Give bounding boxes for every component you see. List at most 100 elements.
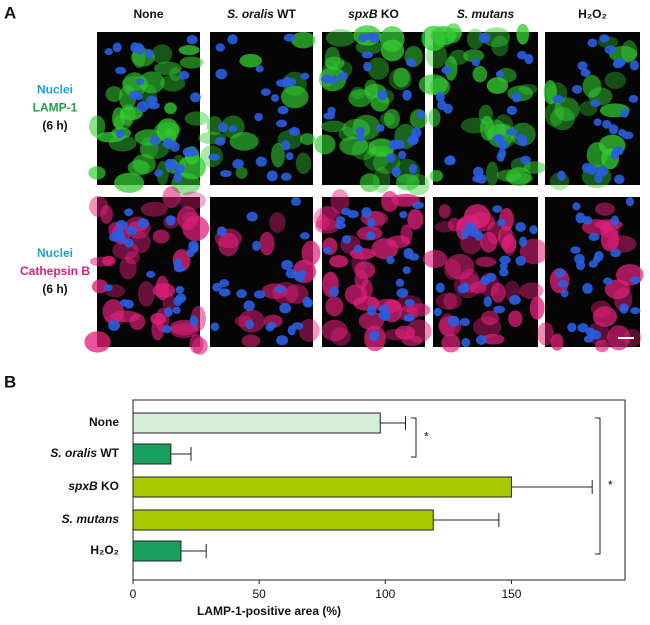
nucleus xyxy=(149,135,161,146)
nucleus xyxy=(353,244,363,254)
nucleus xyxy=(529,225,538,235)
nucleus xyxy=(506,128,518,136)
cytoplasm xyxy=(360,279,373,300)
cytoplasm xyxy=(179,56,204,69)
nucleus xyxy=(571,84,583,94)
cytoplasm xyxy=(486,161,499,187)
nucleus xyxy=(227,34,238,45)
nucleus xyxy=(480,275,491,286)
cytoplasm xyxy=(348,89,372,108)
cytoplasm xyxy=(127,159,150,176)
y-tick-label: spxB KO xyxy=(68,479,119,493)
nucleus xyxy=(612,146,624,156)
cytoplasm xyxy=(119,256,137,280)
cytoplasm xyxy=(314,218,340,234)
nucleus xyxy=(594,250,604,262)
cytoplasm xyxy=(381,191,399,212)
x-tick-label: 100 xyxy=(375,587,395,601)
cytoplasm xyxy=(434,221,455,233)
cytoplasm xyxy=(218,232,239,257)
nucleus xyxy=(165,215,176,226)
cytoplasm xyxy=(102,299,125,324)
cytoplasm xyxy=(486,77,509,94)
cytoplasm xyxy=(363,148,389,172)
nucleus xyxy=(402,266,411,274)
nucleus xyxy=(459,317,470,327)
nucleus xyxy=(108,320,120,331)
nucleus xyxy=(255,65,264,73)
nucleus xyxy=(173,258,182,269)
cytoplasm xyxy=(537,322,554,346)
nucleus xyxy=(402,89,412,101)
nucleus xyxy=(246,211,258,222)
cytoplasm xyxy=(271,142,285,168)
micrograph xyxy=(313,189,432,352)
cytoplasm xyxy=(586,141,608,168)
nucleus xyxy=(363,61,372,72)
nucleus xyxy=(219,279,230,288)
nucleus xyxy=(115,219,128,231)
cytoplasm xyxy=(354,261,376,279)
cytoplasm xyxy=(379,26,405,52)
cytoplasm xyxy=(491,35,509,57)
nucleus xyxy=(608,124,619,135)
cytoplasm xyxy=(367,57,390,80)
nucleus xyxy=(275,119,288,128)
cytoplasm xyxy=(229,131,259,151)
nucleus xyxy=(126,225,138,236)
cytoplasm xyxy=(182,215,210,242)
nucleus xyxy=(619,303,629,314)
cytoplasm xyxy=(162,186,181,209)
nucleus xyxy=(253,290,266,299)
nucleus xyxy=(136,101,149,113)
nucleus xyxy=(472,175,482,183)
nucleus xyxy=(613,57,626,67)
nucleus xyxy=(457,284,468,294)
nucleus xyxy=(519,155,531,165)
cytoplasm xyxy=(182,211,200,223)
nucleus xyxy=(356,133,365,142)
nucleus xyxy=(173,171,183,183)
micrograph xyxy=(543,32,640,191)
significance-mark: * xyxy=(608,478,613,492)
nucleus xyxy=(629,60,639,71)
micrograph xyxy=(418,23,546,187)
nucleus xyxy=(338,71,349,81)
nucleus xyxy=(498,148,507,159)
nucleus xyxy=(435,282,445,293)
nucleus xyxy=(283,33,296,42)
nucleus xyxy=(298,269,307,279)
nucleus xyxy=(189,315,199,327)
nucleus xyxy=(610,215,619,227)
row-label: LAMP-1 xyxy=(33,101,78,115)
nucleus xyxy=(285,152,294,161)
nucleus xyxy=(328,75,339,85)
nucleus xyxy=(342,235,352,244)
cytoplasm xyxy=(604,71,626,89)
nucleus xyxy=(580,68,591,77)
nucleus xyxy=(119,299,129,307)
y-tick-label: S. mutans xyxy=(62,512,120,526)
cytoplasm xyxy=(482,27,511,48)
nucleus xyxy=(361,51,374,59)
nucleus xyxy=(408,253,420,261)
cytoplasm xyxy=(112,107,125,130)
nucleus xyxy=(518,236,528,247)
cytoplasm xyxy=(470,281,487,294)
nucleus xyxy=(136,78,145,86)
nucleus xyxy=(366,305,377,316)
nucleus xyxy=(377,89,388,101)
nucleus xyxy=(164,158,176,170)
cytoplasm xyxy=(321,120,347,133)
cytoplasm xyxy=(324,46,341,70)
cytoplasm xyxy=(206,116,223,136)
cytoplasm xyxy=(330,189,350,214)
column-header: S. mutans xyxy=(457,7,515,21)
bar xyxy=(132,443,172,465)
nucleus xyxy=(162,137,175,149)
bar xyxy=(132,540,182,562)
nucleus xyxy=(557,279,569,288)
nucleus xyxy=(260,88,271,96)
